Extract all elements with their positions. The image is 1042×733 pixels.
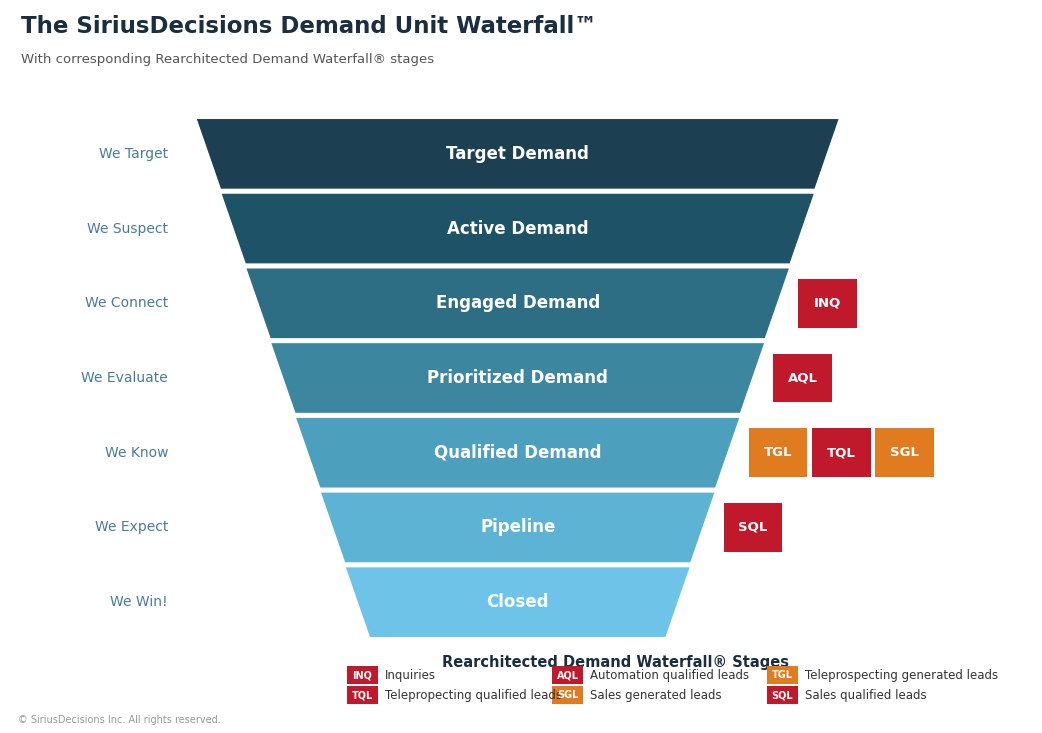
Text: Inquiries: Inquiries xyxy=(384,668,436,682)
FancyBboxPatch shape xyxy=(875,428,934,477)
Polygon shape xyxy=(195,118,840,190)
Text: Active Demand: Active Demand xyxy=(447,220,589,237)
Text: INQ: INQ xyxy=(352,670,372,680)
Text: We Connect: We Connect xyxy=(84,296,168,310)
Polygon shape xyxy=(220,193,815,265)
Text: TQL: TQL xyxy=(352,690,373,700)
FancyBboxPatch shape xyxy=(798,279,857,328)
FancyBboxPatch shape xyxy=(812,428,871,477)
Text: The SiriusDecisions Demand Unit Waterfall™: The SiriusDecisions Demand Unit Waterfal… xyxy=(22,15,598,38)
Text: Closed: Closed xyxy=(487,593,549,611)
Text: We Suspect: We Suspect xyxy=(88,221,168,235)
Text: SGL: SGL xyxy=(890,446,919,459)
Text: © SiriusDecisions Inc. All rights reserved.: © SiriusDecisions Inc. All rights reserv… xyxy=(18,715,220,725)
FancyBboxPatch shape xyxy=(767,666,798,684)
FancyBboxPatch shape xyxy=(552,666,584,684)
FancyBboxPatch shape xyxy=(347,666,378,684)
Text: We Know: We Know xyxy=(104,446,168,460)
Text: Engaged Demand: Engaged Demand xyxy=(436,294,600,312)
Text: Telepropecting qualified leads: Telepropecting qualified leads xyxy=(384,688,562,701)
Text: TQL: TQL xyxy=(827,446,855,459)
Polygon shape xyxy=(270,342,766,414)
Text: SGL: SGL xyxy=(556,690,578,700)
Text: AQL: AQL xyxy=(788,372,818,385)
Text: Qualified Demand: Qualified Demand xyxy=(433,443,601,462)
Text: We Target: We Target xyxy=(99,147,168,161)
Text: With corresponding Rearchitected Demand Waterfall® stages: With corresponding Rearchitected Demand … xyxy=(22,53,435,66)
Polygon shape xyxy=(320,492,716,563)
Text: Sales generated leads: Sales generated leads xyxy=(590,688,722,701)
FancyBboxPatch shape xyxy=(347,686,378,704)
Text: Teleprospecting generated leads: Teleprospecting generated leads xyxy=(804,668,998,682)
FancyBboxPatch shape xyxy=(723,503,783,552)
Text: Pipeline: Pipeline xyxy=(480,518,555,537)
Text: Rearchitected Demand Waterfall® Stages: Rearchitected Demand Waterfall® Stages xyxy=(442,655,789,670)
Polygon shape xyxy=(295,417,741,489)
Text: AQL: AQL xyxy=(556,670,578,680)
Text: We Expect: We Expect xyxy=(95,520,168,534)
FancyBboxPatch shape xyxy=(748,428,808,477)
Text: We Win!: We Win! xyxy=(110,595,168,609)
Text: Sales qualified leads: Sales qualified leads xyxy=(804,688,926,701)
FancyBboxPatch shape xyxy=(773,354,832,402)
Text: Prioritized Demand: Prioritized Demand xyxy=(427,369,609,387)
Text: TGL: TGL xyxy=(772,670,793,680)
Text: INQ: INQ xyxy=(814,297,841,310)
Text: Target Demand: Target Demand xyxy=(446,145,589,163)
FancyBboxPatch shape xyxy=(767,686,798,704)
Text: We Evaluate: We Evaluate xyxy=(81,371,168,385)
Text: TGL: TGL xyxy=(764,446,792,459)
Text: SQL: SQL xyxy=(739,521,768,534)
Polygon shape xyxy=(345,567,691,638)
Polygon shape xyxy=(245,268,791,339)
FancyBboxPatch shape xyxy=(552,686,584,704)
Text: Automation qualified leads: Automation qualified leads xyxy=(590,668,749,682)
Text: SQL: SQL xyxy=(772,690,793,700)
